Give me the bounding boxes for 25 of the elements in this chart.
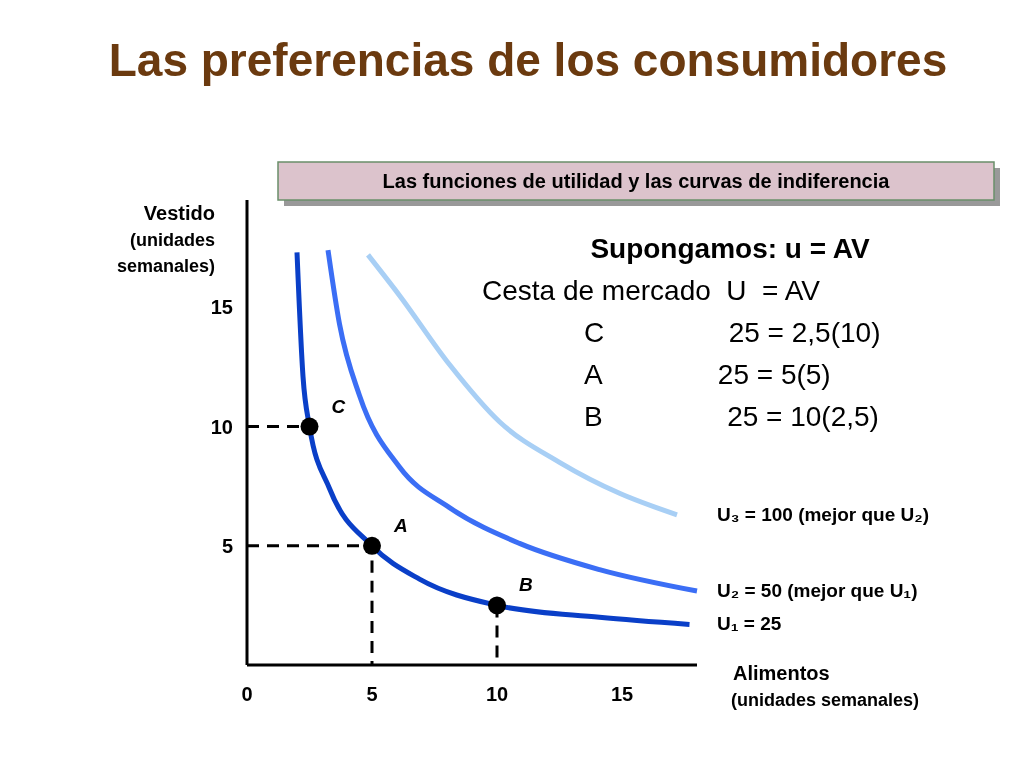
y-tick-label: 10 (210, 415, 233, 438)
x-tick-label: 10 (485, 683, 509, 705)
chart-title: Las preferencias de los consumidores (108, 34, 948, 86)
x-axis-title: Alimentos (unidades semanales) (731, 662, 920, 710)
point (300, 417, 319, 436)
series-label: U₂ = 50 (mejor que U₁) (717, 580, 918, 602)
y-tick-label: 5 (221, 534, 233, 557)
annotation: Cesta de mercado U = AV (482, 275, 821, 306)
series-label: U₁ = 25 (717, 613, 782, 635)
chart-subtitle: Las funciones de utilidad y las curvas de indiferencia (382, 170, 891, 192)
annotation: B 25 = 10(2,5) (584, 401, 879, 432)
annotation: A 25 = 5(5) (584, 359, 831, 390)
y-tick-label: 15 (210, 296, 233, 319)
x-tick-label: 0 (241, 683, 253, 705)
annotation: Supongamos: u = AV (590, 233, 870, 264)
annotation: C (331, 395, 346, 417)
point (363, 536, 381, 555)
text: U₃ = 100 (mejor que U₂) (717, 503, 930, 525)
x-tick-label: 15 (610, 683, 634, 705)
annotation: C 25 = 2,5(10) (584, 317, 881, 348)
annotation: B (519, 574, 533, 596)
annotation: A (393, 514, 408, 536)
x-tick-label: 5 (366, 683, 378, 705)
y-axis-title: Vestido (unidades semanales) (116, 202, 215, 276)
point (488, 596, 506, 615)
